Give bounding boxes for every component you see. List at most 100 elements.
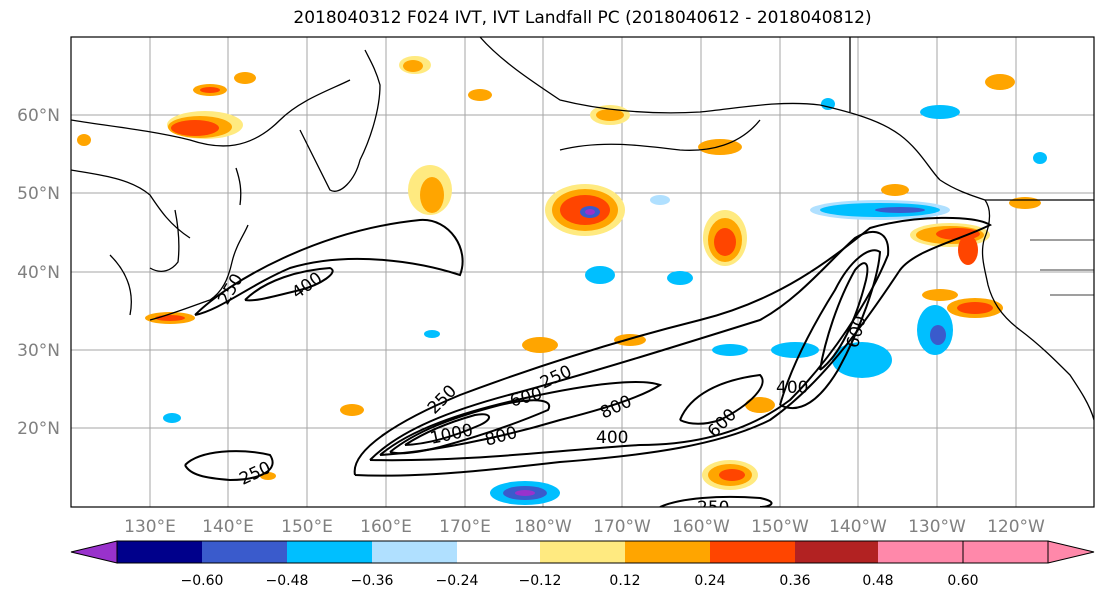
positive-anomaly-region bbox=[881, 184, 909, 196]
positive-anomaly-region bbox=[522, 337, 558, 353]
colorbar-segment bbox=[287, 541, 372, 563]
colorbar: −0.60 −0.48 −0.36 −0.24 −0.12 0.12 0.24 … bbox=[70, 540, 1095, 589]
colorbar-segment bbox=[117, 541, 202, 563]
lon-tick-label: 130°E bbox=[124, 517, 176, 537]
lon-tick-label: 150°E bbox=[281, 517, 333, 537]
colorbar-extend-left bbox=[70, 540, 118, 564]
colorbar-frame bbox=[116, 540, 1049, 564]
positive-anomaly-region bbox=[77, 134, 91, 146]
negative-anomaly-region bbox=[424, 330, 440, 338]
ivt-contours bbox=[184, 216, 992, 507]
colorbar-segment bbox=[372, 541, 457, 563]
coastline-alaska bbox=[479, 37, 941, 181]
positive-anomaly-region bbox=[408, 165, 452, 215]
colorbar-segment bbox=[878, 541, 963, 563]
positive-anomaly-region bbox=[1009, 197, 1041, 209]
ivt-contour-1000-main bbox=[404, 413, 490, 446]
colorbar-segment bbox=[625, 541, 710, 563]
border-us-states bbox=[1030, 239, 1094, 296]
ivt-contour-250-south bbox=[184, 450, 274, 482]
negative-anomaly-region bbox=[490, 481, 560, 505]
lon-tick-label: 170°W bbox=[593, 517, 651, 537]
negative-anomaly-region bbox=[821, 98, 835, 110]
coastline-japan bbox=[149, 167, 249, 321]
colorbar-tick-label: 0.24 bbox=[694, 573, 725, 589]
negative-anomaly-region bbox=[917, 305, 953, 355]
contour-label: 400 bbox=[776, 378, 808, 398]
colorbar-tick-label: 0.48 bbox=[862, 573, 893, 589]
lon-tick-label: 180°W bbox=[514, 517, 572, 537]
coastline-kamchatka bbox=[299, 49, 381, 192]
positive-anomaly-region bbox=[922, 289, 958, 301]
negative-anomaly-region bbox=[667, 271, 693, 285]
ivt-contour-400-west bbox=[244, 266, 334, 302]
ivt-contour-800-main bbox=[389, 399, 551, 455]
negative-anomaly-region bbox=[771, 342, 819, 358]
positive-anomaly-region bbox=[399, 56, 431, 74]
positive-anomaly-region bbox=[545, 184, 625, 236]
negative-anomaly-region bbox=[585, 266, 615, 284]
positive-anomaly-region bbox=[703, 210, 747, 266]
positive-anomaly-region bbox=[985, 74, 1015, 90]
coastlines bbox=[71, 37, 1094, 421]
ivt-landfall-pc-fills bbox=[77, 56, 1047, 505]
colorbar-tick-label: 0.60 bbox=[947, 573, 978, 589]
colorbar-segment bbox=[540, 541, 625, 563]
coastline-east-asia bbox=[71, 169, 191, 316]
ivt-contour-600-main bbox=[379, 381, 663, 456]
negative-anomaly-region bbox=[163, 413, 181, 423]
colorbar-extend-right bbox=[962, 540, 1095, 564]
ivt-contour-250-bottom bbox=[659, 495, 773, 507]
lat-tick-label: 20°N bbox=[17, 419, 60, 439]
negative-anomaly-region bbox=[712, 344, 748, 356]
contour-label: 250 bbox=[697, 498, 729, 518]
positive-anomaly-region bbox=[745, 397, 775, 413]
ivt-contour-800-east bbox=[819, 262, 869, 371]
coastline-aleutians bbox=[559, 119, 761, 151]
ivt-contour-250-main bbox=[353, 216, 992, 477]
lon-tick-label: 120°W bbox=[987, 517, 1045, 537]
colorbar-tick-label: 0.12 bbox=[609, 573, 640, 589]
colorbar-tick-label: −0.60 bbox=[181, 573, 224, 589]
colorbar-tick-label: −0.48 bbox=[266, 573, 309, 589]
lon-tick-label: 140°E bbox=[202, 517, 254, 537]
positive-anomaly-region bbox=[468, 89, 492, 101]
colorbar-segment bbox=[202, 541, 287, 563]
colorbar-segment bbox=[710, 541, 795, 563]
ivt-contour-600-east bbox=[779, 249, 882, 410]
colorbar-segment bbox=[795, 541, 878, 563]
lat-tick-label: 60°N bbox=[17, 106, 60, 126]
lon-tick-label: 140°W bbox=[829, 517, 887, 537]
positive-anomaly-region bbox=[167, 111, 243, 139]
lat-tick-label: 30°N bbox=[17, 341, 60, 361]
coastline-siberia bbox=[71, 79, 351, 147]
positive-anomaly-region bbox=[340, 404, 364, 416]
positive-anomaly-region bbox=[234, 72, 256, 84]
colorbar-segment bbox=[457, 541, 540, 563]
map-title: 2018040312 F024 IVT, IVT Landfall PC (20… bbox=[293, 8, 872, 28]
ivt-contour-400-main bbox=[369, 231, 890, 462]
positive-anomaly-region bbox=[702, 460, 758, 490]
lon-tick-label: 150°W bbox=[751, 517, 809, 537]
positive-anomaly-region bbox=[590, 105, 630, 125]
ivt-contour-250-west bbox=[194, 218, 464, 316]
negative-anomaly-region bbox=[810, 200, 950, 220]
colorbar-tick-label: −0.12 bbox=[519, 573, 562, 589]
lon-tick-label: 160°E bbox=[360, 517, 412, 537]
colorbar-tick-label: −0.36 bbox=[351, 573, 394, 589]
contour-label: 400 bbox=[596, 428, 628, 448]
lon-tick-label: 130°W bbox=[908, 517, 966, 537]
colorbar-tick-label: −0.24 bbox=[436, 573, 479, 589]
negative-anomaly-region bbox=[650, 195, 670, 205]
lon-tick-label: 160°W bbox=[672, 517, 730, 537]
positive-anomaly-region bbox=[193, 84, 227, 96]
map-frame bbox=[70, 36, 1095, 508]
lat-tick-label: 40°N bbox=[17, 263, 60, 283]
positive-anomaly-region bbox=[910, 223, 990, 265]
negative-anomaly-region bbox=[1033, 152, 1047, 164]
colorbar-tick-label: 0.36 bbox=[779, 573, 810, 589]
lat-tick-label: 50°N bbox=[17, 184, 60, 204]
negative-anomaly-region bbox=[920, 105, 960, 119]
lon-tick-label: 170°E bbox=[439, 517, 491, 537]
